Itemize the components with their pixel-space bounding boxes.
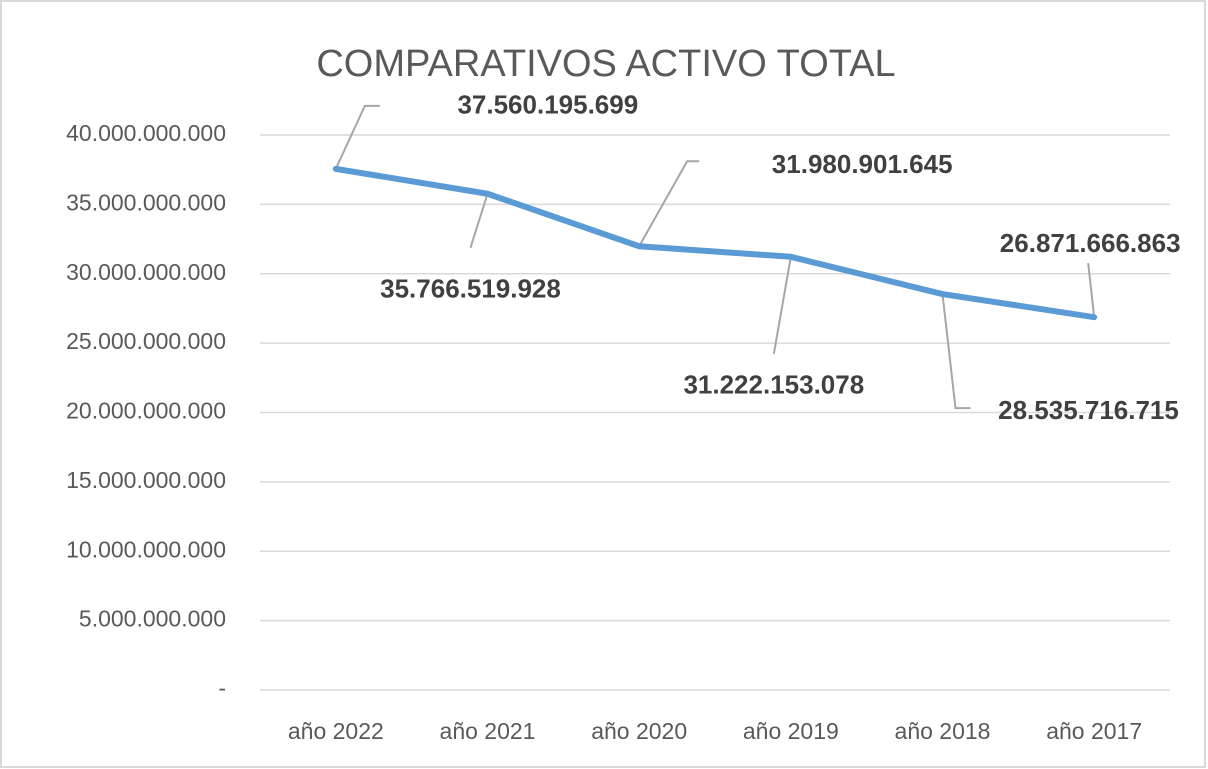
y-tick-label: 40.000.000.000	[66, 120, 226, 146]
y-tick-label: 10.000.000.000	[66, 536, 226, 562]
leader-line	[1087, 263, 1096, 318]
x-tick-label: año 2017	[1046, 718, 1142, 744]
x-tick-label: año 2021	[440, 718, 536, 744]
data-label: 31.980.901.645	[772, 149, 953, 179]
data-label: 35.766.519.928	[380, 274, 561, 304]
leader-line	[469, 193, 489, 249]
x-tick-label: año 2019	[743, 718, 839, 744]
x-tick-label: año 2022	[288, 718, 384, 744]
data-line	[332, 165, 1098, 321]
y-tick-label: 30.000.000.000	[66, 259, 226, 285]
y-tick-label: 15.000.000.000	[66, 467, 226, 493]
data-label: 26.871.666.863	[1000, 228, 1181, 258]
x-tick-label: año 2018	[895, 718, 991, 744]
x-tick-label: año 2020	[591, 718, 687, 744]
y-tick-label: 5.000.000.000	[79, 606, 226, 632]
leader-line	[334, 104, 380, 170]
leader-line	[638, 160, 700, 247]
chart-title: COMPARATIVOS ACTIVO TOTAL	[316, 43, 895, 85]
data-label: 28.535.716.715	[998, 395, 1179, 425]
y-tick-label: -	[218, 675, 226, 701]
data-label: 31.222.153.078	[683, 370, 864, 400]
y-tick-label: 20.000.000.000	[66, 398, 226, 424]
y-tick-label: 35.000.000.000	[66, 189, 226, 215]
leader-line	[772, 256, 792, 354]
data-label: 37.560.195.699	[457, 90, 638, 120]
leader-line	[941, 293, 971, 410]
y-tick-label: 25.000.000.000	[66, 328, 226, 354]
